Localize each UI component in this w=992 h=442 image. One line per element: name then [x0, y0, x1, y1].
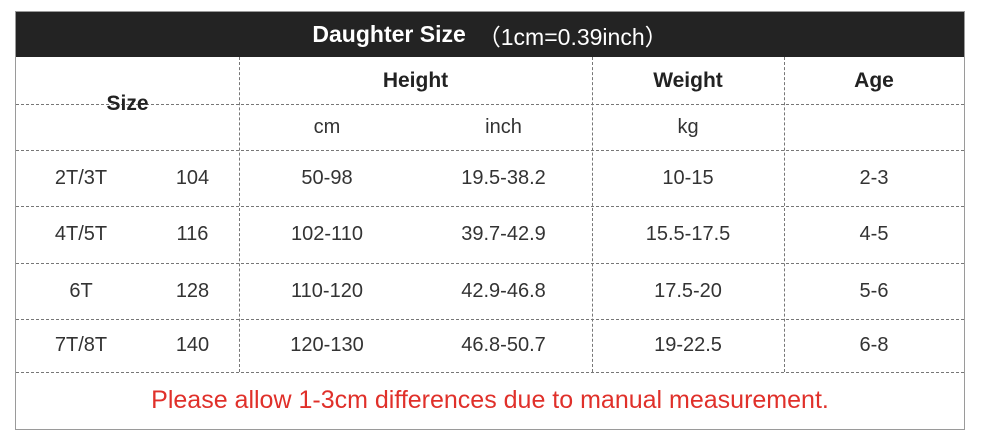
- size-chart: Daughter Size （1cm=0.39inch） Size Height…: [15, 11, 965, 430]
- title-bar: Daughter Size （1cm=0.39inch）: [16, 12, 964, 57]
- height-inch: 42.9-46.8: [461, 279, 546, 302]
- divider: [592, 57, 593, 372]
- height-cm: 120-130: [290, 334, 364, 356]
- unit-conversion: （1cm=0.39inch）: [477, 23, 668, 50]
- inch-subheader: inch: [485, 115, 522, 138]
- weight-header: Weight: [653, 68, 723, 92]
- size-cm: 116: [176, 223, 209, 245]
- size-cm: 140: [175, 334, 210, 356]
- age-value: 5-6: [859, 279, 889, 302]
- divider: [16, 206, 964, 207]
- age-header: Age: [854, 68, 894, 92]
- size-label: 4T/5T: [54, 223, 108, 245]
- divider: [239, 57, 240, 372]
- age-value: 2-3: [859, 166, 889, 189]
- weight-kg: 15.5-17.5: [645, 223, 731, 245]
- height-inch: 39.7-42.9: [461, 223, 546, 245]
- cm-subheader: cm: [313, 115, 341, 138]
- size-cm: 128: [175, 279, 210, 302]
- size-cm: 104: [175, 166, 210, 189]
- age-value: 4-5: [859, 223, 889, 245]
- weight-kg: 19-22.5: [654, 334, 722, 356]
- divider: [16, 319, 964, 320]
- height-cm: 110-120: [291, 279, 363, 302]
- chart-title: Daughter Size: [312, 21, 466, 47]
- height-header: Height: [382, 68, 449, 92]
- size-header: Size: [106, 91, 149, 115]
- weight-kg: 17.5-20: [654, 279, 722, 302]
- measurement-note: Please allow 1-3cm differences due to ma…: [151, 386, 829, 414]
- weight-kg: 10-15: [662, 166, 714, 189]
- age-value: 6-8: [859, 334, 889, 356]
- divider: [16, 150, 964, 151]
- size-label: 7T/8T: [54, 334, 108, 356]
- divider: [16, 372, 964, 373]
- divider: [16, 104, 964, 105]
- divider: [784, 57, 785, 372]
- height-cm: 50-98: [301, 166, 353, 189]
- kg-subheader: kg: [677, 115, 699, 138]
- size-label: 6T: [69, 279, 93, 302]
- size-table: Size Height Weight Age cm inch kg 2T/3T …: [16, 57, 964, 429]
- divider: [16, 263, 964, 264]
- height-inch: 46.8-50.7: [461, 334, 546, 356]
- height-inch: 19.5-38.2: [461, 166, 546, 189]
- height-cm: 102-110: [291, 223, 363, 245]
- size-label: 2T/3T: [54, 166, 108, 189]
